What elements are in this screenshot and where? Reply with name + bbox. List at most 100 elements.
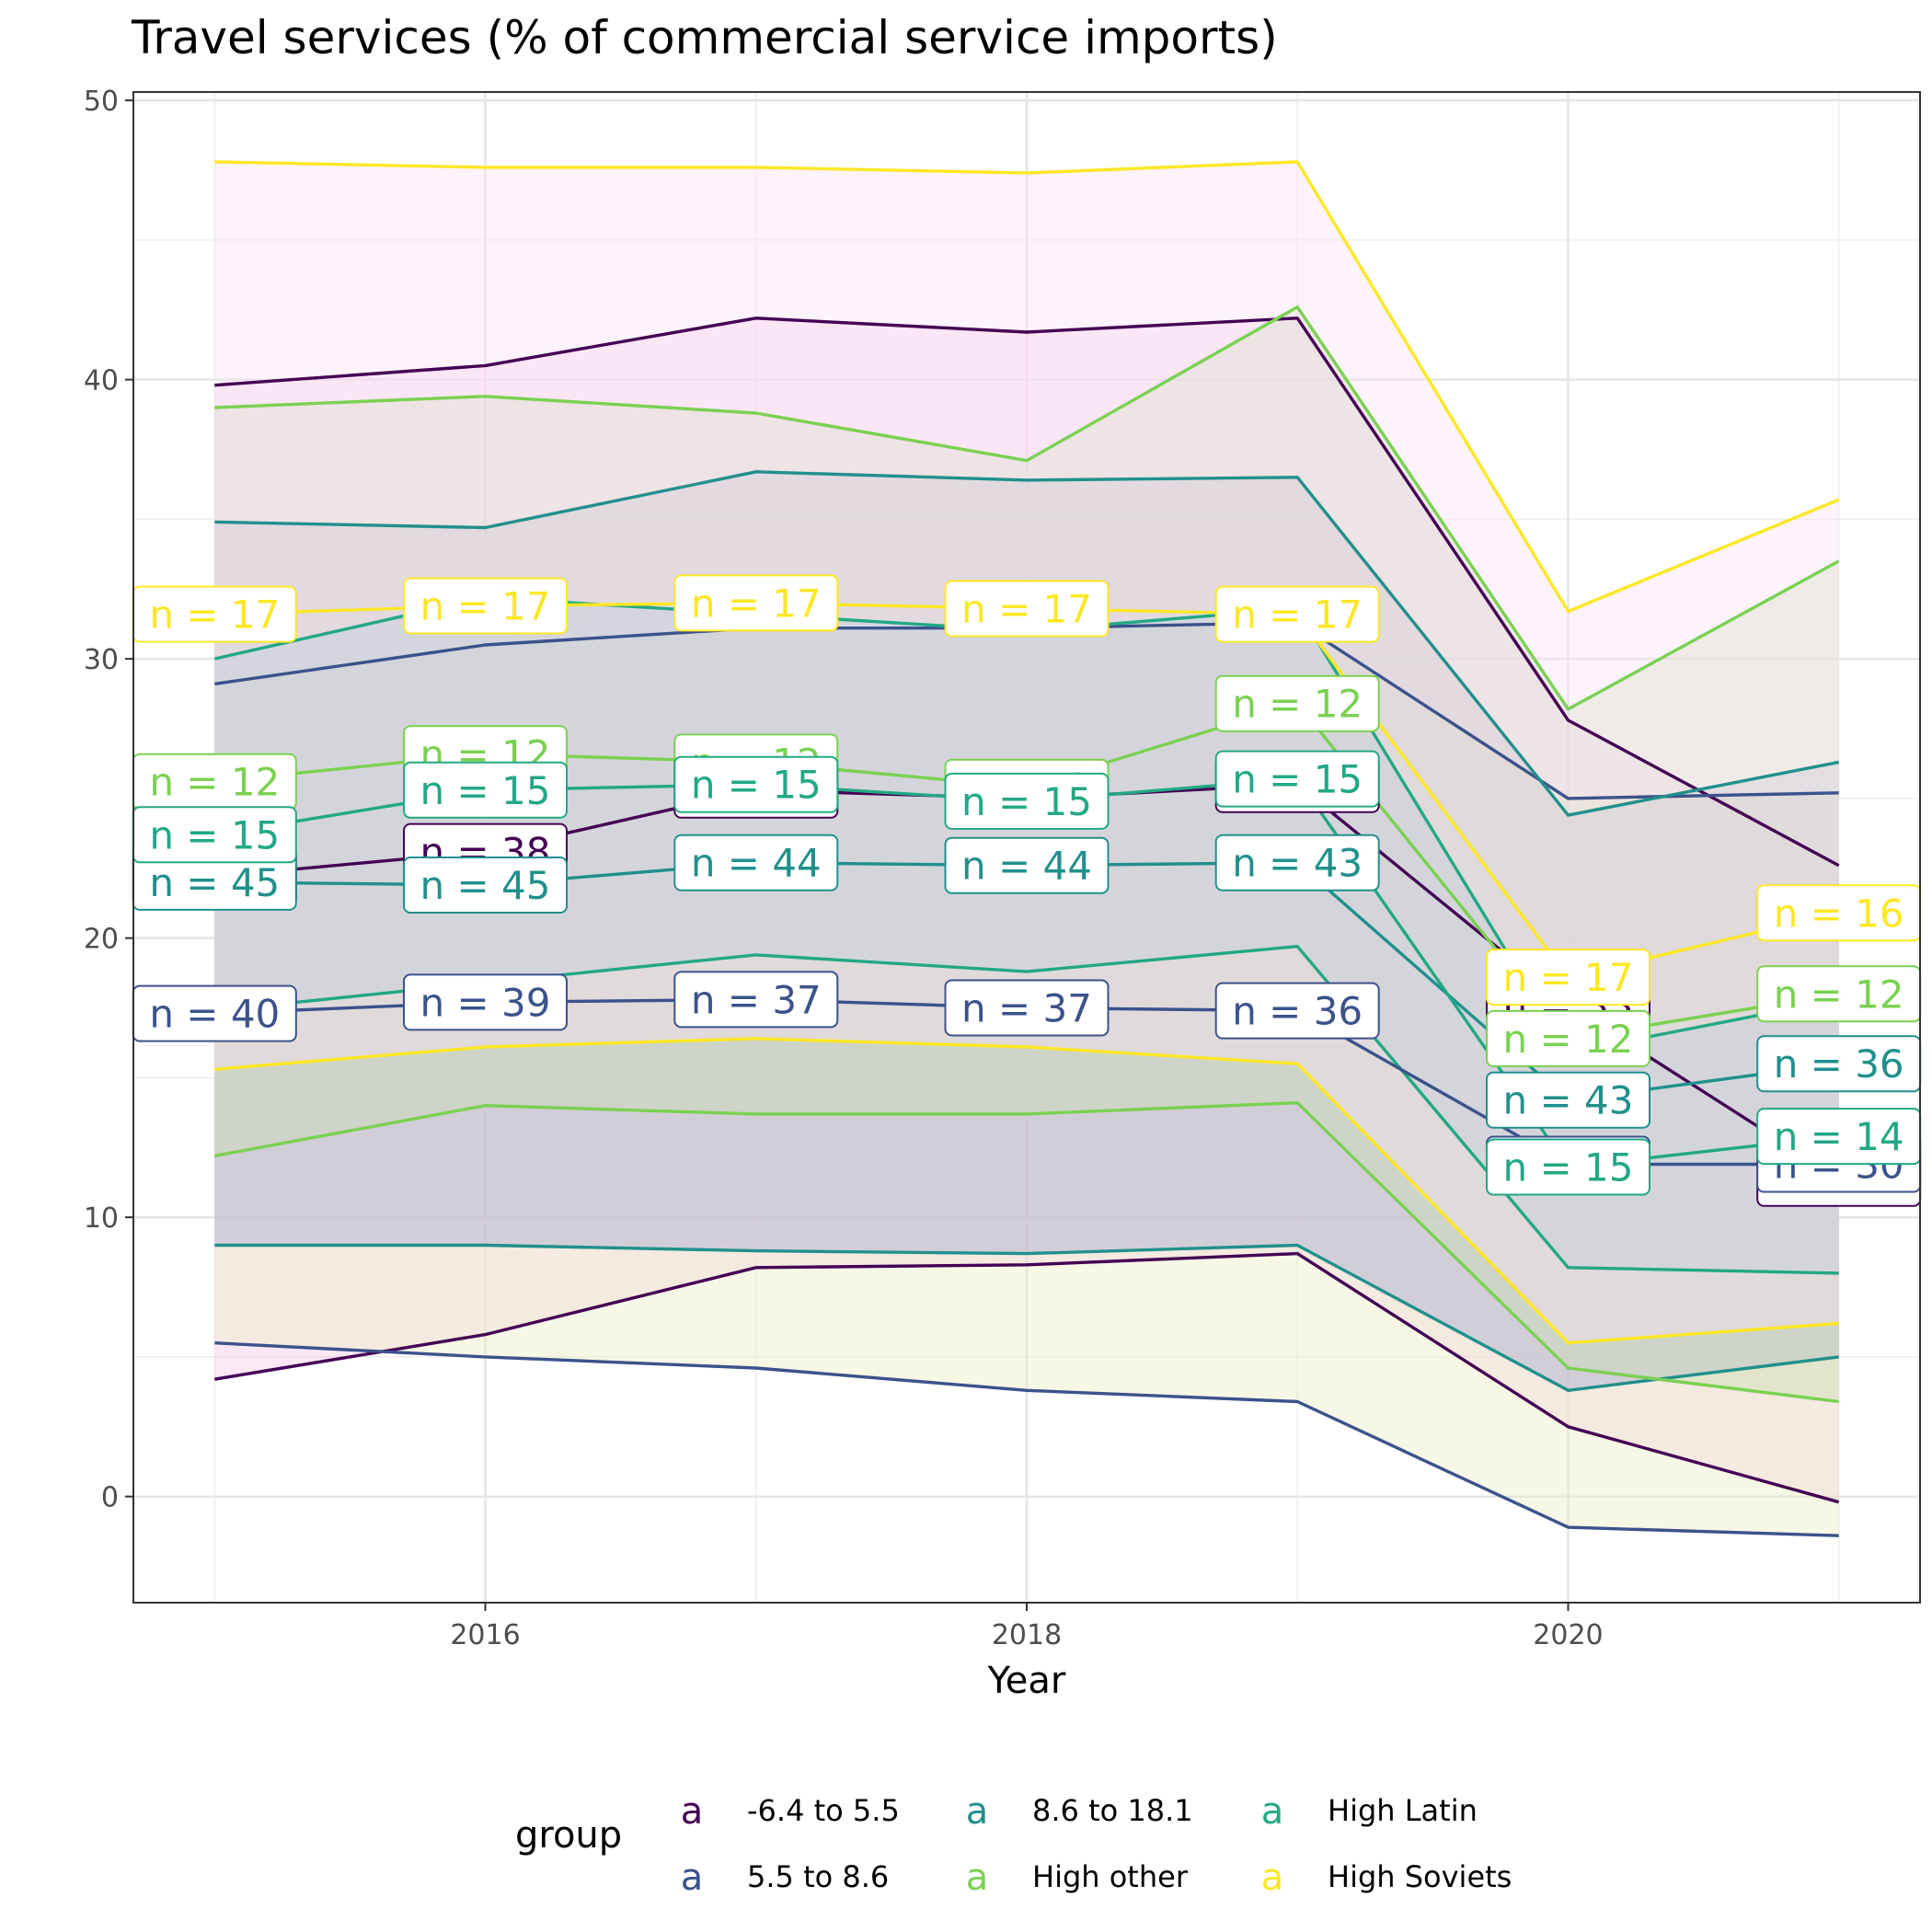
n-label-text: n = 37 (961, 986, 1092, 1031)
n-label-box (1486, 1138, 1650, 1196)
upper-line-High other (214, 305, 1840, 711)
n-label-box (673, 574, 839, 632)
legend-key: a (681, 1790, 704, 1833)
grid-major (133, 92, 1920, 1603)
n-label-box (944, 580, 1110, 638)
n-label: n = 15 (1486, 1138, 1650, 1196)
n-label-text: n = 15 (691, 763, 822, 808)
n-label: n = 12 (1756, 965, 1922, 1023)
n-label: n = 36 (1214, 982, 1380, 1040)
n-label: n = 17 (132, 585, 297, 643)
legend-key: a (1261, 1790, 1284, 1833)
n-label-text: n = 17 (420, 584, 551, 629)
band-5.5 to 8.6 (214, 622, 1839, 1536)
legend-key: a (1261, 1857, 1284, 1899)
legend-label: -6.4 to 5.5 (747, 1793, 900, 1828)
legend: group a -6.4 to 5.5 a 5.5 to 8.6 a 8.6 to 18.… (515, 1790, 1512, 1899)
n-label-text: n = 14 (1774, 1114, 1904, 1159)
n-label: n = 39 (403, 973, 568, 1031)
x-tick-label: 2018 (992, 1619, 1062, 1651)
n-label-box (673, 834, 839, 891)
n-label: n = 40 (132, 984, 297, 1042)
legend-key: a (966, 1857, 989, 1899)
n-label-text: n = 15 (961, 779, 1092, 824)
x-tick-label: 2020 (1533, 1619, 1603, 1651)
n-label-text: n = 17 (1503, 955, 1634, 1000)
n-label-box (1214, 834, 1380, 891)
n-label-text: n = 15 (420, 768, 551, 813)
legend-label: High Latin (1328, 1793, 1478, 1828)
n-label-text: n = 12 (1503, 1017, 1634, 1062)
n-label: n = 43 (1486, 1071, 1650, 1129)
n-label-text: n = 39 (420, 980, 551, 1025)
n-label: n = 17 (1486, 949, 1650, 1006)
n-label-text: n = 44 (691, 841, 822, 886)
n-label: n = 17 (1214, 585, 1380, 643)
n-label-box (403, 577, 568, 635)
n-label: n = 44 (673, 834, 839, 891)
lower-line-High other (213, 1100, 1839, 1404)
n-label-box (403, 857, 568, 914)
n-label: n = 17 (944, 580, 1110, 638)
n-label-text: n = 15 (1503, 1145, 1634, 1190)
n-label-text: n = 36 (1232, 989, 1363, 1034)
n-label: n = 45 (403, 857, 568, 914)
n-label-box (1214, 585, 1380, 643)
n-label: n = 15 (1214, 750, 1380, 808)
n-label-text: n = 40 (149, 992, 280, 1037)
n-label: n = 43 (1214, 834, 1380, 891)
legend-title: group (515, 1814, 622, 1857)
n-label-text: n = 12 (149, 760, 280, 805)
n-label-box (944, 772, 1110, 830)
n-label-box (1214, 750, 1380, 808)
lower-line-High Soviets (214, 1037, 1839, 1345)
band--6.4 to 5.5 (214, 317, 1839, 1502)
n-label: n = 14 (1756, 1108, 1922, 1166)
n-label-text: n = 17 (961, 587, 1092, 632)
n-label-box (1214, 982, 1380, 1040)
n-label: n = 17 (673, 574, 839, 632)
upper-line-8.6 to 18.1 (214, 470, 1840, 817)
count-labels: n = 38n = 38n = 38n = 38n = 38n = 33n = … (132, 574, 1922, 1207)
n-label-text: n = 44 (961, 844, 1092, 889)
n-label-box (403, 761, 568, 819)
n-label: n = 16 (1756, 884, 1922, 942)
n-label: n = 17 (403, 577, 568, 635)
band-High Latin (214, 597, 1839, 1273)
n-label-text: n = 43 (1503, 1078, 1634, 1123)
n-label: n = 12 (1486, 1009, 1650, 1067)
n-label-text: n = 12 (1232, 682, 1363, 727)
y-tick-label: 50 (84, 86, 119, 118)
n-label-text: n = 37 (691, 977, 822, 1022)
upper-line--6.4 to 5.5 (214, 316, 1840, 868)
n-label-box (1486, 949, 1650, 1006)
n-label-box (1486, 1071, 1650, 1129)
chart-title: Travel services (% of commercial service… (131, 11, 1278, 64)
n-label: n = 44 (944, 836, 1110, 894)
n-label: n = 12 (132, 753, 297, 811)
n-label: n = 15 (944, 772, 1110, 830)
n-label: n = 15 (132, 806, 297, 864)
legend-key: a (681, 1857, 704, 1899)
n-label-box (403, 973, 568, 1031)
n-label: n = 37 (673, 971, 839, 1029)
n-label-box (944, 979, 1110, 1037)
n-label-text: n = 45 (420, 863, 551, 908)
lower-line-5.5 to 8.6 (214, 1341, 1839, 1537)
n-label-text: n = 17 (149, 592, 280, 638)
legend-label: 8.6 to 18.1 (1032, 1793, 1193, 1828)
n-label-text: n = 17 (691, 581, 822, 626)
x-tick-label: 2016 (450, 1619, 520, 1651)
n-label: n = 12 (1214, 674, 1380, 732)
n-label-box (944, 836, 1110, 894)
n-label-box (1486, 1009, 1650, 1067)
n-label-text: n = 17 (1232, 592, 1363, 638)
n-label-box (1214, 674, 1380, 732)
y-tick-label: 40 (84, 365, 119, 397)
legend-key: a (966, 1790, 989, 1833)
n-label-box (673, 755, 839, 813)
upper-line-High Soviets (214, 160, 1840, 614)
n-label-text: n = 45 (149, 860, 280, 905)
n-label: n = 37 (944, 979, 1110, 1037)
lower-line--6.4 to 5.5 (214, 1251, 1840, 1504)
